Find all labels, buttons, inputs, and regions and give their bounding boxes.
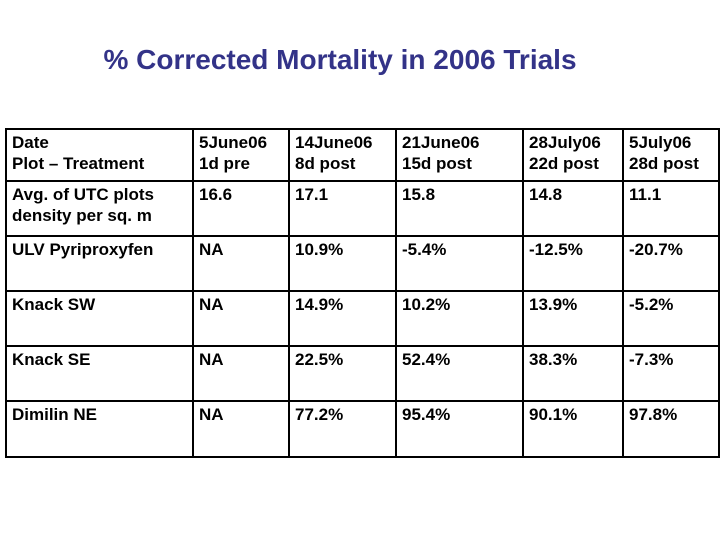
header-cell-5june06: 5June06 1d pre	[192, 128, 290, 182]
cell-value: 97.8%	[622, 400, 720, 458]
cell-value: -20.7%	[622, 235, 720, 292]
cell-value: 77.2%	[288, 400, 397, 458]
cell-value: NA	[192, 400, 290, 458]
table-row-dimilin-ne: Dimilin NE NA 77.2% 95.4% 90.1% 97.8%	[5, 400, 720, 458]
cell-value: 38.3%	[522, 345, 624, 402]
cell-value: 90.1%	[522, 400, 624, 458]
cell-value: 14.8	[522, 180, 624, 237]
row-label: Dimilin NE	[5, 400, 194, 458]
row-label: ULV Pyriproxyfen	[5, 235, 194, 292]
cell-value: 52.4%	[395, 345, 524, 402]
cell-value: 95.4%	[395, 400, 524, 458]
header-cell-5july06: 5July06 28d post	[622, 128, 720, 182]
cell-value: 22.5%	[288, 345, 397, 402]
table-row-ulv-pyriproxyfen: ULV Pyriproxyfen NA 10.9% -5.4% -12.5% -…	[5, 235, 720, 292]
cell-value: 15.8	[395, 180, 524, 237]
cell-value: 13.9%	[522, 290, 624, 347]
mortality-table: Date Plot – Treatment 5June06 1d pre 14J…	[5, 128, 720, 458]
cell-value: NA	[192, 290, 290, 347]
table-header-row: Date Plot – Treatment 5June06 1d pre 14J…	[5, 128, 720, 182]
cell-value: NA	[192, 345, 290, 402]
slide-title: % Corrected Mortality in 2006 Trials	[103, 44, 577, 75]
row-label: Knack SE	[5, 345, 194, 402]
cell-value: -7.3%	[622, 345, 720, 402]
header-cell-21june06: 21June06 15d post	[395, 128, 524, 182]
cell-value: -5.4%	[395, 235, 524, 292]
header-cell-14june06: 14June06 8d post	[288, 128, 397, 182]
cell-value: 17.1	[288, 180, 397, 237]
cell-value: 10.9%	[288, 235, 397, 292]
cell-value: 16.6	[192, 180, 290, 237]
table-row-avg-utc: Avg. of UTC plots density per sq. m 16.6…	[5, 180, 720, 237]
cell-value: -12.5%	[522, 235, 624, 292]
header-cell-28july06: 28July06 22d post	[522, 128, 624, 182]
cell-value: 14.9%	[288, 290, 397, 347]
cell-value: -5.2%	[622, 290, 720, 347]
cell-value: 10.2%	[395, 290, 524, 347]
table-row-knack-sw: Knack SW NA 14.9% 10.2% 13.9% -5.2%	[5, 290, 720, 347]
cell-value: NA	[192, 235, 290, 292]
row-label: Knack SW	[5, 290, 194, 347]
row-label: Avg. of UTC plots density per sq. m	[5, 180, 194, 237]
cell-value: 11.1	[622, 180, 720, 237]
table-row-knack-se: Knack SE NA 22.5% 52.4% 38.3% -7.3%	[5, 345, 720, 402]
header-cell-date-treatment: Date Plot – Treatment	[5, 128, 194, 182]
